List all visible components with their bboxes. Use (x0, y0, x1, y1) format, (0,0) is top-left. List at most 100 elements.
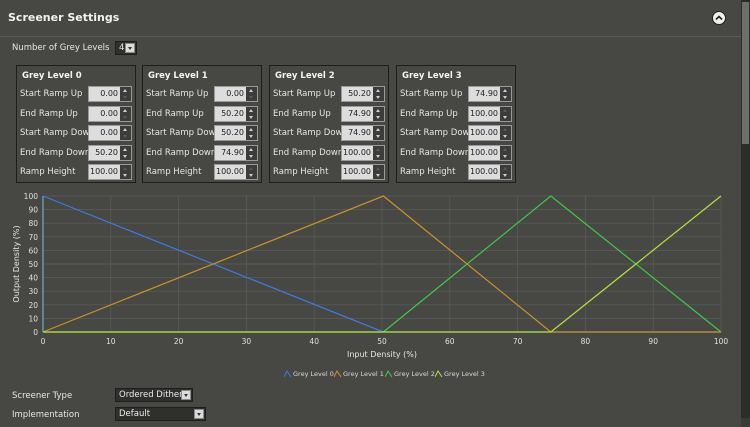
decrement-arrow-icon[interactable] (376, 155, 380, 158)
scroll-down-button[interactable] (741, 418, 750, 427)
spin-buttons[interactable] (246, 87, 257, 101)
grey-levels-select[interactable]: 4 (115, 41, 137, 55)
increment-arrow-icon[interactable] (376, 128, 380, 131)
ramp-value-spinbox[interactable]: 0.00 (88, 106, 132, 122)
ramp-value-spinbox[interactable]: 50.20 (88, 145, 132, 161)
spin-buttons[interactable] (373, 87, 384, 101)
increment-arrow-icon[interactable] (123, 89, 127, 92)
ramp-value-spinbox[interactable]: 100.00 (341, 164, 385, 180)
ramp-field-label: Start Ramp Down (146, 128, 221, 138)
decrement-arrow-icon[interactable] (503, 96, 507, 99)
spin-buttons[interactable] (500, 107, 511, 121)
ramp-value: 100.00 (470, 128, 498, 137)
decrement-arrow-icon[interactable] (503, 155, 507, 158)
ramp-value-spinbox[interactable]: 0.00 (88, 86, 132, 102)
ramp-value-spinbox[interactable]: 74.90 (341, 106, 385, 122)
decrement-arrow-icon[interactable] (376, 174, 380, 177)
vertical-scrollbar[interactable] (741, 0, 750, 427)
spin-buttons[interactable] (246, 107, 257, 121)
decrement-arrow-icon[interactable] (123, 116, 127, 119)
ramp-value-spinbox[interactable]: 50.20 (214, 106, 258, 122)
ramp-value-spinbox[interactable]: 100.00 (468, 106, 512, 122)
ramp-field-label: Start Ramp Up (146, 89, 209, 99)
spin-buttons[interactable] (373, 107, 384, 121)
decrement-arrow-icon[interactable] (123, 135, 127, 138)
increment-arrow-icon[interactable] (376, 167, 380, 170)
spin-buttons[interactable] (500, 165, 511, 179)
increment-arrow-icon[interactable] (503, 167, 507, 170)
increment-arrow-icon[interactable] (249, 148, 253, 151)
ramp-value: 0.00 (100, 89, 118, 98)
spin-buttons[interactable] (246, 146, 257, 160)
spin-buttons[interactable] (120, 126, 131, 140)
decrement-arrow-icon[interactable] (249, 174, 253, 177)
ramp-value-spinbox[interactable]: 100.00 (468, 164, 512, 180)
ramp-value-spinbox[interactable]: 100.00 (468, 145, 512, 161)
ramp-value-spinbox[interactable]: 100.00 (214, 164, 258, 180)
spin-buttons[interactable] (500, 126, 511, 140)
legend-label: Grey Level 3 (444, 370, 485, 378)
spin-buttons[interactable] (500, 146, 511, 160)
decrement-arrow-icon[interactable] (376, 116, 380, 119)
ramp-field-label: End Ramp Up (400, 109, 458, 119)
increment-arrow-icon[interactable] (376, 109, 380, 112)
ramp-value-spinbox[interactable]: 100.00 (341, 145, 385, 161)
spin-buttons[interactable] (373, 146, 384, 160)
decrement-arrow-icon[interactable] (376, 96, 380, 99)
increment-arrow-icon[interactable] (249, 109, 253, 112)
ramp-value: 100.00 (343, 148, 371, 157)
increment-arrow-icon[interactable] (376, 89, 380, 92)
ramp-value-spinbox[interactable]: 0.00 (214, 86, 258, 102)
increment-arrow-icon[interactable] (123, 148, 127, 151)
increment-arrow-icon[interactable] (249, 167, 253, 170)
decrement-arrow-icon[interactable] (503, 135, 507, 138)
legend-swatch-icon (385, 370, 393, 378)
increment-arrow-icon[interactable] (376, 148, 380, 151)
increment-arrow-icon[interactable] (249, 89, 253, 92)
y-axis-title: Output Density (%) (12, 225, 21, 302)
increment-arrow-icon[interactable] (503, 148, 507, 151)
increment-arrow-icon[interactable] (503, 128, 507, 131)
spin-buttons[interactable] (373, 126, 384, 140)
collapse-button[interactable] (712, 11, 726, 25)
decrement-arrow-icon[interactable] (249, 116, 253, 119)
decrement-arrow-icon[interactable] (249, 96, 253, 99)
decrement-arrow-icon[interactable] (123, 96, 127, 99)
spin-buttons[interactable] (120, 107, 131, 121)
increment-arrow-icon[interactable] (503, 89, 507, 92)
decrement-arrow-icon[interactable] (249, 155, 253, 158)
spin-buttons[interactable] (500, 87, 511, 101)
ramp-value-spinbox[interactable]: 0.00 (88, 125, 132, 141)
y-tick-label: 50 (28, 260, 38, 269)
screener-type-select[interactable]: Ordered Dither (115, 388, 193, 402)
ramp-value-spinbox[interactable]: 50.20 (341, 86, 385, 102)
ramp-value-spinbox[interactable]: 74.90 (214, 145, 258, 161)
ramp-value-spinbox[interactable]: 100.00 (88, 164, 132, 180)
ramp-value-spinbox[interactable]: 74.90 (468, 86, 512, 102)
spin-buttons[interactable] (120, 165, 131, 179)
spin-buttons[interactable] (120, 87, 131, 101)
increment-arrow-icon[interactable] (123, 109, 127, 112)
decrement-arrow-icon[interactable] (123, 155, 127, 158)
ramp-value-spinbox[interactable]: 74.90 (341, 125, 385, 141)
spin-buttons[interactable] (246, 126, 257, 140)
ramp-value-spinbox[interactable]: 50.20 (214, 125, 258, 141)
decrement-arrow-icon[interactable] (376, 135, 380, 138)
increment-arrow-icon[interactable] (123, 167, 127, 170)
ramp-value-spinbox[interactable]: 100.00 (468, 125, 512, 141)
spin-buttons[interactable] (120, 146, 131, 160)
spin-buttons[interactable] (246, 165, 257, 179)
group-title: Grey Level 2 (275, 71, 335, 81)
ramp-field-label: End Ramp Down (273, 148, 344, 158)
decrement-arrow-icon[interactable] (503, 174, 507, 177)
decrement-arrow-icon[interactable] (123, 174, 127, 177)
increment-arrow-icon[interactable] (503, 109, 507, 112)
scrollbar-thumb[interactable] (742, 2, 749, 144)
increment-arrow-icon[interactable] (249, 128, 253, 131)
implementation-select[interactable]: Default (115, 407, 206, 421)
increment-arrow-icon[interactable] (123, 128, 127, 131)
ramp-field-label: Start Ramp Down (20, 128, 95, 138)
decrement-arrow-icon[interactable] (249, 135, 253, 138)
spin-buttons[interactable] (373, 165, 384, 179)
decrement-arrow-icon[interactable] (503, 116, 507, 119)
